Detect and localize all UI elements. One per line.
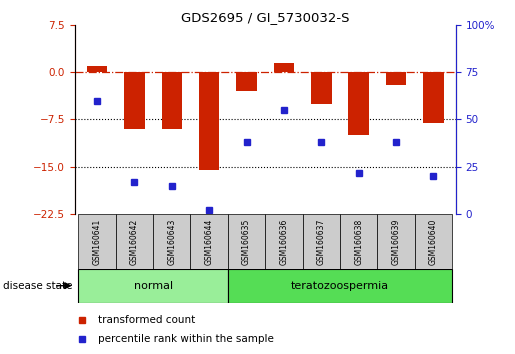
Bar: [199, 72, 219, 170]
Text: teratozoospermia: teratozoospermia: [291, 281, 389, 291]
Bar: [116, 214, 153, 269]
Text: GSM160635: GSM160635: [242, 218, 251, 265]
Bar: [228, 214, 265, 269]
Bar: [348, 72, 369, 135]
Bar: [423, 72, 443, 122]
Bar: [78, 214, 116, 269]
Text: GSM160637: GSM160637: [317, 218, 326, 265]
Text: GSM160643: GSM160643: [167, 218, 176, 265]
Text: GSM160641: GSM160641: [93, 218, 101, 265]
Bar: [377, 214, 415, 269]
Bar: [303, 214, 340, 269]
Text: transformed count: transformed count: [97, 315, 195, 325]
Text: GSM160644: GSM160644: [204, 218, 214, 265]
Text: GSM160640: GSM160640: [429, 218, 438, 265]
Bar: [415, 214, 452, 269]
Bar: [340, 214, 377, 269]
Bar: [153, 214, 191, 269]
Text: GSM160639: GSM160639: [391, 218, 401, 265]
Text: GSM160638: GSM160638: [354, 218, 363, 265]
Text: GSM160642: GSM160642: [130, 218, 139, 265]
Bar: [191, 214, 228, 269]
Bar: [311, 72, 332, 104]
Text: GSM160636: GSM160636: [280, 218, 288, 265]
Bar: [87, 66, 107, 72]
Title: GDS2695 / GI_5730032-S: GDS2695 / GI_5730032-S: [181, 11, 350, 24]
Text: percentile rank within the sample: percentile rank within the sample: [97, 333, 273, 344]
Bar: [386, 72, 406, 85]
Bar: [273, 63, 294, 72]
Text: disease state: disease state: [3, 281, 72, 291]
Bar: [228, 269, 452, 303]
Bar: [78, 269, 228, 303]
Bar: [124, 72, 145, 129]
Bar: [236, 72, 257, 91]
Bar: [162, 72, 182, 129]
Bar: [265, 214, 303, 269]
Text: normal: normal: [133, 281, 173, 291]
